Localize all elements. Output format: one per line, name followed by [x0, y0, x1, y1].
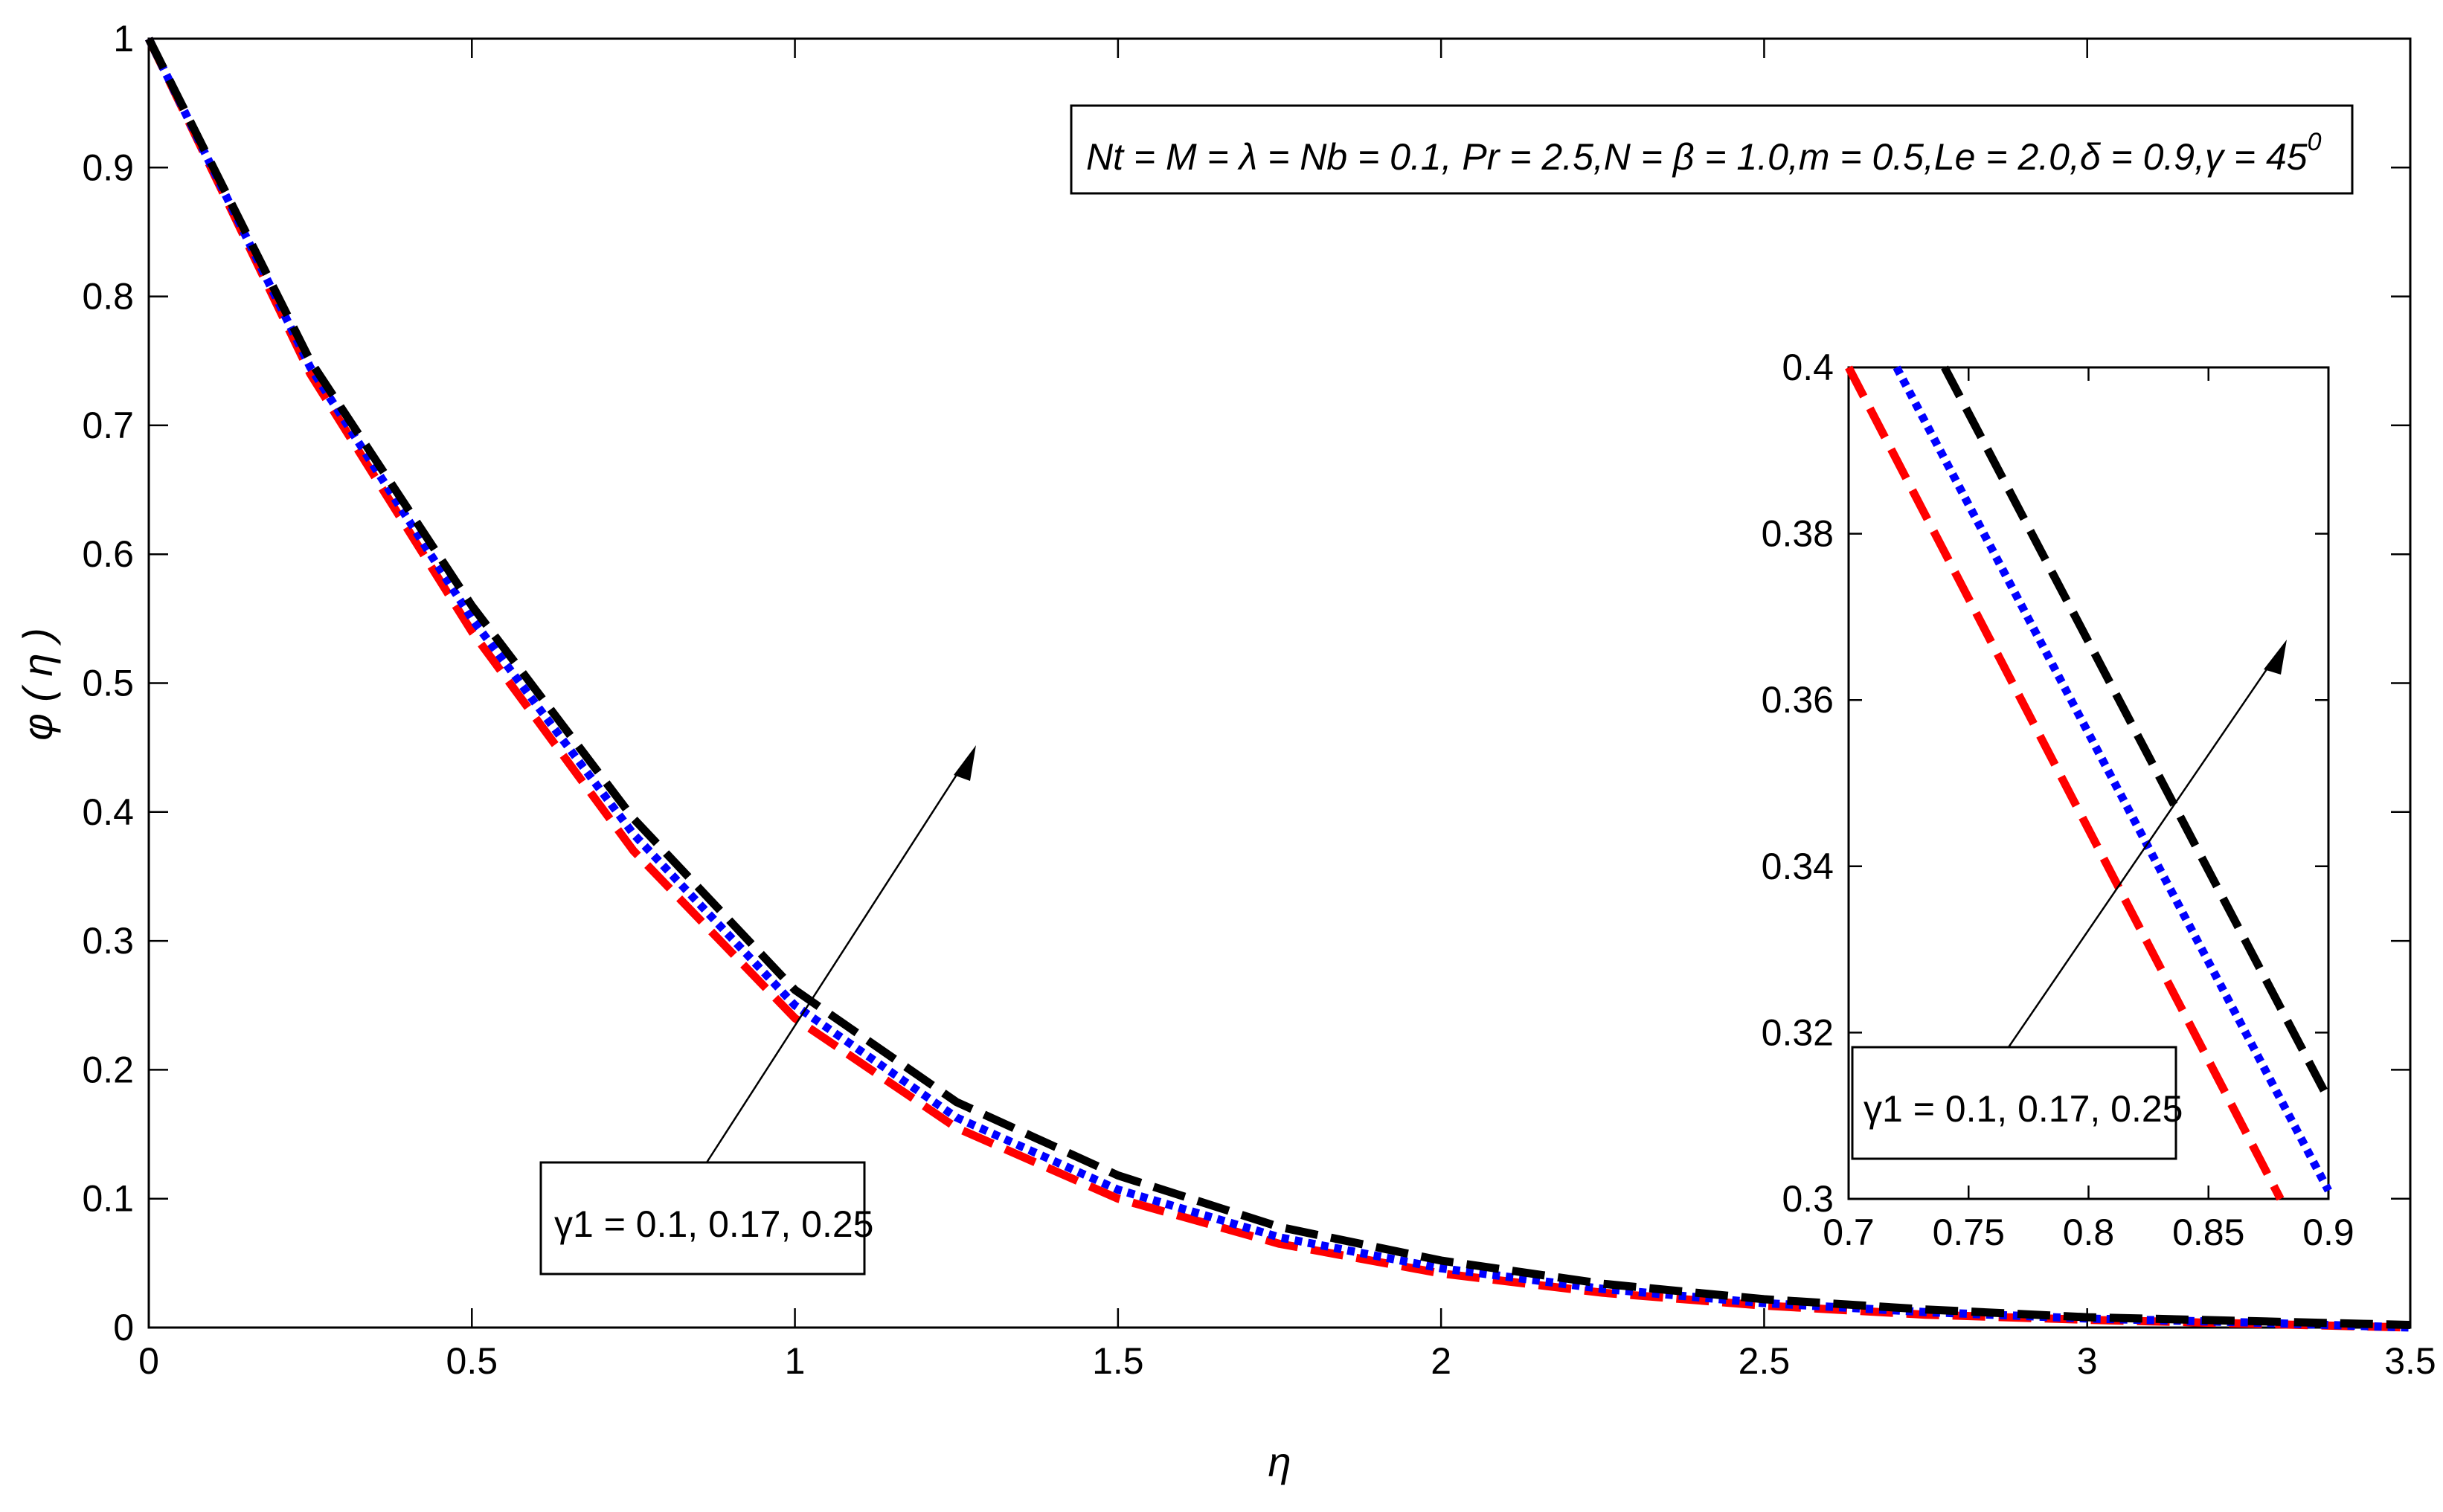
- inset-x-tick-label: 0.75: [1933, 1212, 2005, 1253]
- inset-y-tick-label: 0.4: [1782, 347, 1834, 388]
- inset-y-tick-label: 0.34: [1762, 846, 1834, 887]
- inset-y-tick-label: 0.32: [1762, 1011, 1834, 1053]
- inset-y-tick-label: 0.3: [1782, 1178, 1834, 1220]
- inset-annotation-arrowhead: [2264, 640, 2287, 675]
- main-annotation-text: γ1 = 0.1, 0.17, 0.25: [554, 1203, 874, 1245]
- main-x-tick-label: 0.5: [446, 1340, 498, 1382]
- main-y-tick-label: 0.8: [82, 276, 134, 318]
- main-y-tick-label: 0.4: [82, 791, 134, 833]
- main-series: [145, 36, 2411, 1332]
- x-axis-label: η: [1268, 1438, 1291, 1485]
- main-x-tick-label: 0: [138, 1340, 159, 1382]
- parameter-text: Nt = M = λ = Nb = 0.1, Pr = 2.5,N = β = …: [1086, 128, 2322, 178]
- main-series-line-1: [145, 36, 2411, 1332]
- parameter-box-frame: [1070, 104, 2354, 195]
- main-annotation-arrow-line: [705, 758, 969, 1163]
- main-x-tick-label: 3.5: [2384, 1340, 2436, 1382]
- main-x-tick-label: 1: [785, 1340, 806, 1382]
- parameter-text-superscript: 0: [2308, 128, 2322, 156]
- main-y-tick-label: 0.5: [82, 663, 134, 704]
- main-y-tick-label: 0.1: [82, 1178, 134, 1220]
- main-y-tick-label: 0: [113, 1307, 134, 1348]
- inset-x-tick-label: 0.7: [1823, 1212, 1875, 1253]
- main-y-tick-label: 1: [113, 18, 134, 59]
- main-x-tick-label: 2: [1431, 1340, 1451, 1382]
- inset-x-tick-label: 0.8: [2063, 1212, 2115, 1253]
- inset-annotation-box: [1851, 1046, 2177, 1160]
- main-annotation: γ1 = 0.1, 0.17, 0.25: [539, 745, 976, 1275]
- main-y-tick-label: 0.6: [82, 533, 134, 575]
- main-y-tick-label: 0.2: [82, 1049, 134, 1090]
- inset-ticks: 0.7 0.75 0.8 0.85 0.9 0.3 0.32 0.34 0.36 0.38 0.4: [1762, 347, 2354, 1253]
- main-annotation-arrowhead: [954, 745, 976, 781]
- inset-y-tick-label: 0.36: [1762, 679, 1834, 721]
- inset-axes: 0.7 0.75 0.8 0.85 0.90.30.320.340.360.380.4 …: [1762, 347, 2354, 1253]
- y-axis-label: φ ( η ): [14, 628, 61, 741]
- main-annotation-box: [539, 1161, 866, 1275]
- main-x-tick-label: 2.5: [1739, 1340, 1791, 1382]
- inset-series: [1845, 365, 2332, 1201]
- inset-series-line-1: [1845, 365, 2285, 1201]
- inset-y-tick-label: 0.38: [1762, 513, 1834, 555]
- main-series-line-3: [145, 36, 2411, 1329]
- inset-annotation-arrow-line: [2007, 652, 2279, 1048]
- parameter-box: Nt = M = λ = Nb = 0.1, Pr = 2.5,N = β = …: [1070, 104, 2354, 195]
- inset-x-tick-label: 0.85: [2172, 1212, 2244, 1253]
- main-y-tick-label: 0.7: [82, 405, 134, 446]
- main-y-tick-label: 0.3: [82, 920, 134, 962]
- main-ticks: 0 0.5 1 1.5 2 2.5 3 3.500.10.20.30.40.50.60.70.…: [82, 18, 2436, 1382]
- inset-annotation-text: γ1 = 0.1, 0.17, 0.25: [1863, 1088, 2183, 1130]
- parameter-text-main: Nt = M = λ = Nb = 0.1, Pr = 2.5,N = β = …: [1086, 136, 2308, 178]
- main-y-tick-label: 0.9: [82, 147, 134, 188]
- inset-x-tick-label: 0.9: [2302, 1212, 2354, 1253]
- main-x-tick-label: 1.5: [1092, 1340, 1144, 1382]
- main-x-tick-label: 3: [2077, 1340, 2098, 1382]
